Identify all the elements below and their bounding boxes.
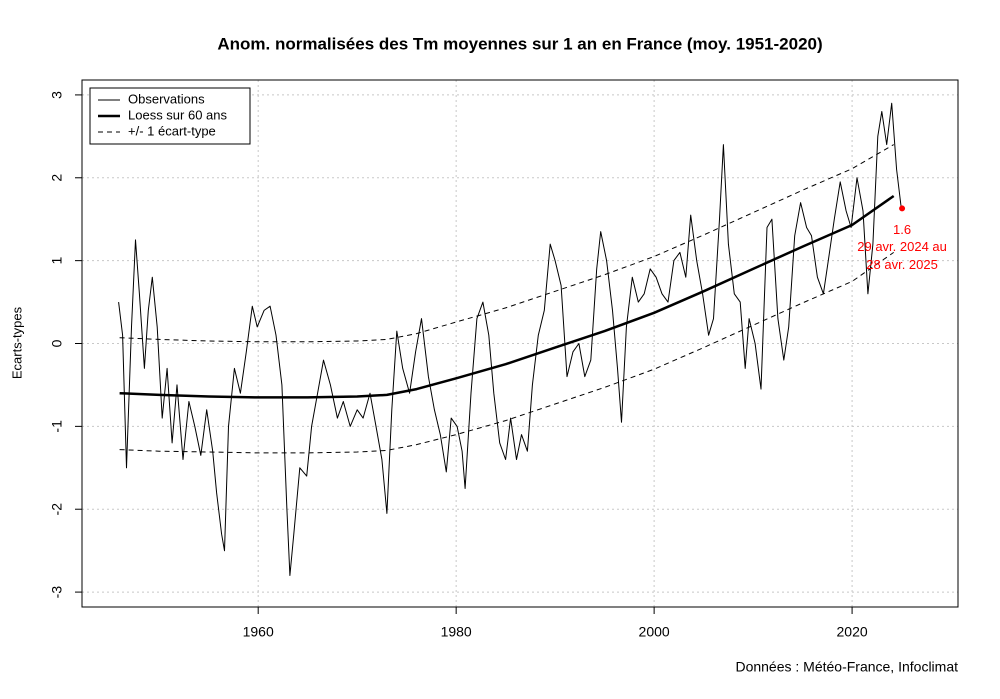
last-point-label: 1.6 — [893, 222, 911, 237]
y-tick-label: -3 — [49, 586, 65, 599]
y-tick-label: 0 — [49, 339, 65, 347]
last-point-note: 29 avr. 2024 au — [857, 239, 947, 254]
last-point — [899, 205, 906, 212]
series-line — [119, 144, 894, 343]
y-axis-label: Ecarts-types — [9, 306, 24, 379]
series-line — [119, 251, 894, 454]
legend-label: Observations — [128, 91, 205, 106]
y-tick-label: -2 — [49, 503, 65, 516]
x-tick-label: 2000 — [639, 624, 670, 640]
source-note: Données : Météo-France, Infoclimat — [735, 659, 958, 675]
y-tick-label: 2 — [49, 174, 65, 182]
last-point-note: 28 avr. 2025 — [866, 257, 938, 272]
legend-label: +/- 1 écart-type — [128, 123, 216, 138]
x-tick-label: 2020 — [837, 624, 868, 640]
y-tick-label: 1 — [49, 257, 65, 265]
x-tick-label: 1980 — [441, 624, 472, 640]
plot-frame — [81, 79, 959, 608]
y-tick-label: -1 — [49, 420, 65, 433]
legend-label: Loess sur 60 ans — [128, 107, 228, 122]
chart-title: Anom. normalisées des Tm moyennes sur 1 … — [217, 34, 822, 53]
x-tick-label: 1960 — [243, 624, 274, 640]
series-line — [118, 102, 903, 576]
y-tick-label: 3 — [49, 91, 65, 99]
series-line — [119, 194, 895, 399]
